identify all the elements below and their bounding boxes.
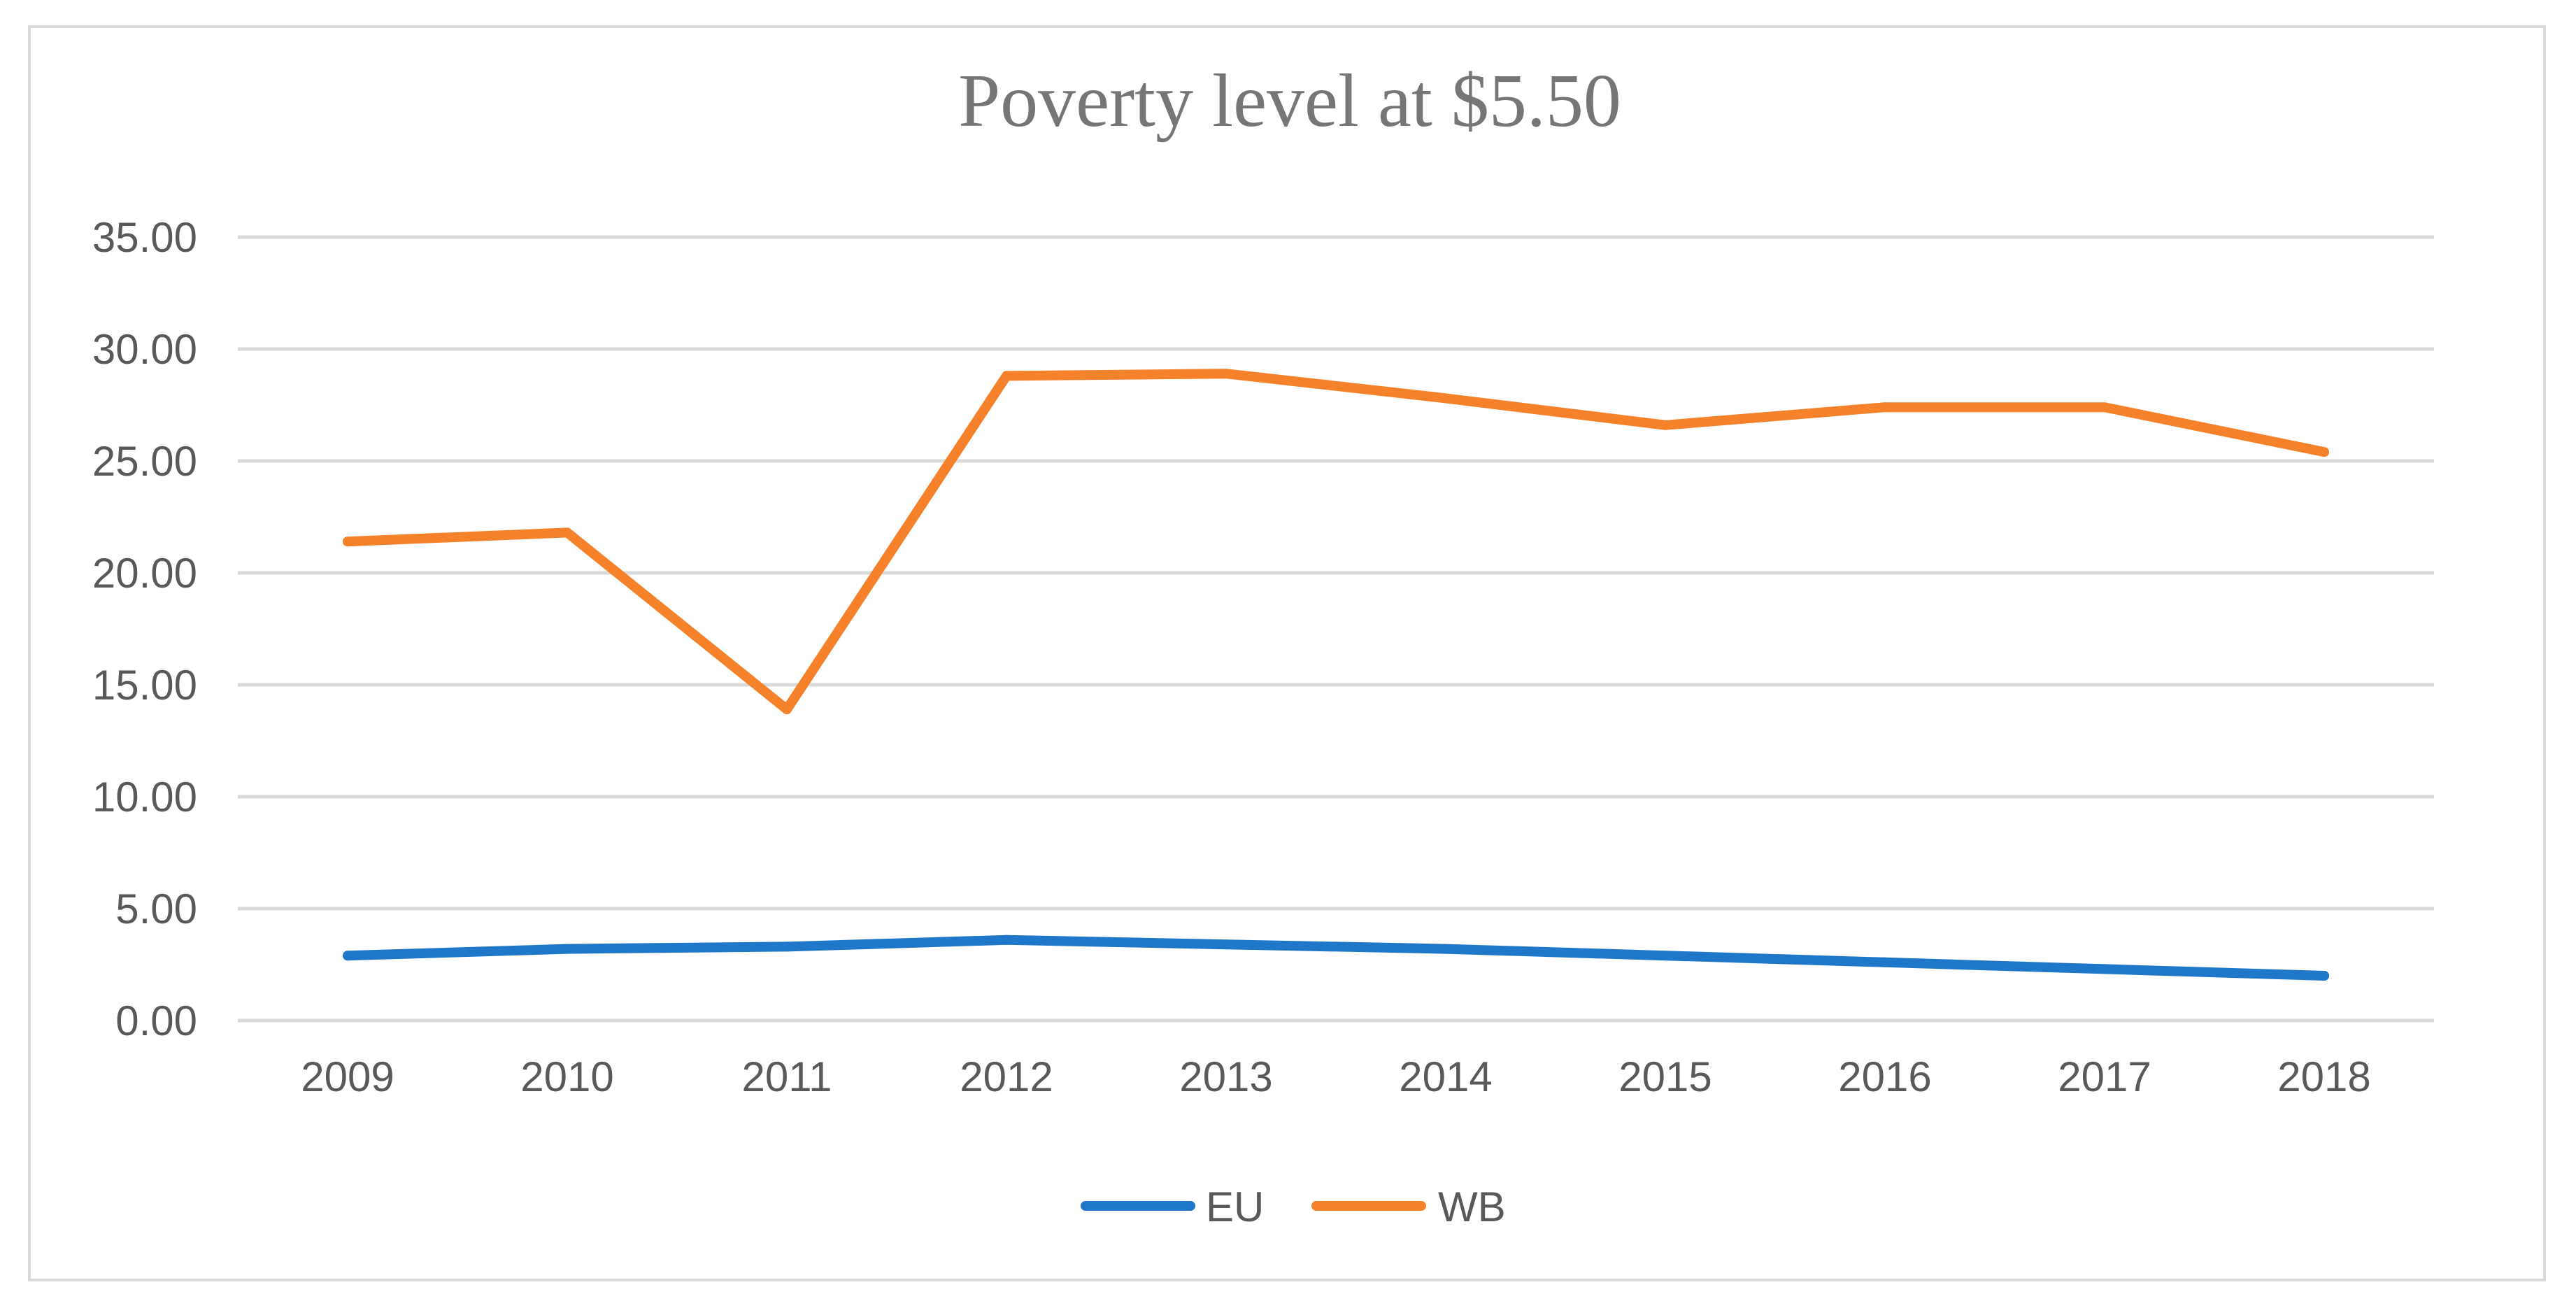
- data-point: [343, 536, 353, 547]
- x-axis-ticks: 2009 2010 2011 2012 2013 2014 2015 2016 2017 2018: [301, 1053, 2370, 1100]
- y-tick-label: 15.00: [92, 662, 197, 709]
- y-tick-label: 30.00: [92, 326, 197, 373]
- series-wb: [343, 369, 2329, 715]
- x-tick-label: 2014: [1399, 1053, 1492, 1100]
- y-tick-label: 5.00: [115, 886, 197, 932]
- series-line-wb: [343, 369, 2329, 715]
- x-tick-label: 2018: [2277, 1053, 2370, 1100]
- line-chart: Poverty level at $5.50 0.00 5.00 10.00 15.0…: [92, 59, 2434, 1230]
- y-tick-label: 10.00: [92, 774, 197, 820]
- data-point: [1221, 369, 1231, 379]
- data-point: [1660, 951, 1670, 961]
- data-point: [1441, 393, 1451, 404]
- y-tick-label: 0.00: [115, 997, 197, 1044]
- grid-lines: [238, 235, 2434, 1023]
- data-point: [2319, 971, 2329, 981]
- x-tick-label: 2015: [1618, 1053, 1712, 1100]
- data-point: [1002, 371, 1011, 381]
- x-tick-label: 2011: [741, 1053, 832, 1100]
- y-tick-label: 25.00: [92, 438, 197, 485]
- data-point: [1880, 957, 1890, 967]
- legend-label-eu: EU: [1206, 1184, 1264, 1230]
- data-point: [1221, 939, 1231, 950]
- series-lines: [343, 369, 2329, 981]
- data-point: [782, 704, 792, 715]
- x-tick-label: 2013: [1179, 1053, 1272, 1100]
- series-eu: [343, 934, 2329, 981]
- series-line-eu: [343, 934, 2329, 981]
- x-tick-label: 2017: [2058, 1053, 2151, 1100]
- chart-frame: Poverty level at $5.50 0.00 5.00 10.00 15.0…: [28, 25, 2546, 1281]
- data-point: [343, 951, 353, 961]
- data-point: [2100, 402, 2109, 413]
- x-tick-label: 2012: [960, 1053, 1053, 1100]
- data-point: [2100, 964, 2109, 974]
- y-axis-ticks: 0.00 5.00 10.00 15.00 20.00 25.00 30.00 35.00: [92, 214, 197, 1044]
- x-tick-label: 2016: [1838, 1053, 1931, 1100]
- data-point: [562, 944, 572, 954]
- data-point: [1880, 402, 1890, 413]
- data-point: [1660, 420, 1670, 430]
- data-point: [782, 941, 792, 952]
- y-tick-label: 20.00: [92, 550, 197, 597]
- x-tick-label: 2010: [520, 1053, 613, 1100]
- data-point: [1002, 934, 1011, 945]
- chart-title: Poverty level at $5.50: [958, 59, 1621, 143]
- data-point: [562, 527, 572, 538]
- y-tick-label: 35.00: [92, 214, 197, 261]
- legend-label-wb: WB: [1438, 1184, 1506, 1230]
- data-point: [2319, 447, 2329, 457]
- data-point: [1441, 944, 1451, 954]
- legend: EU WB: [1081, 1184, 1506, 1230]
- x-tick-label: 2009: [301, 1053, 394, 1100]
